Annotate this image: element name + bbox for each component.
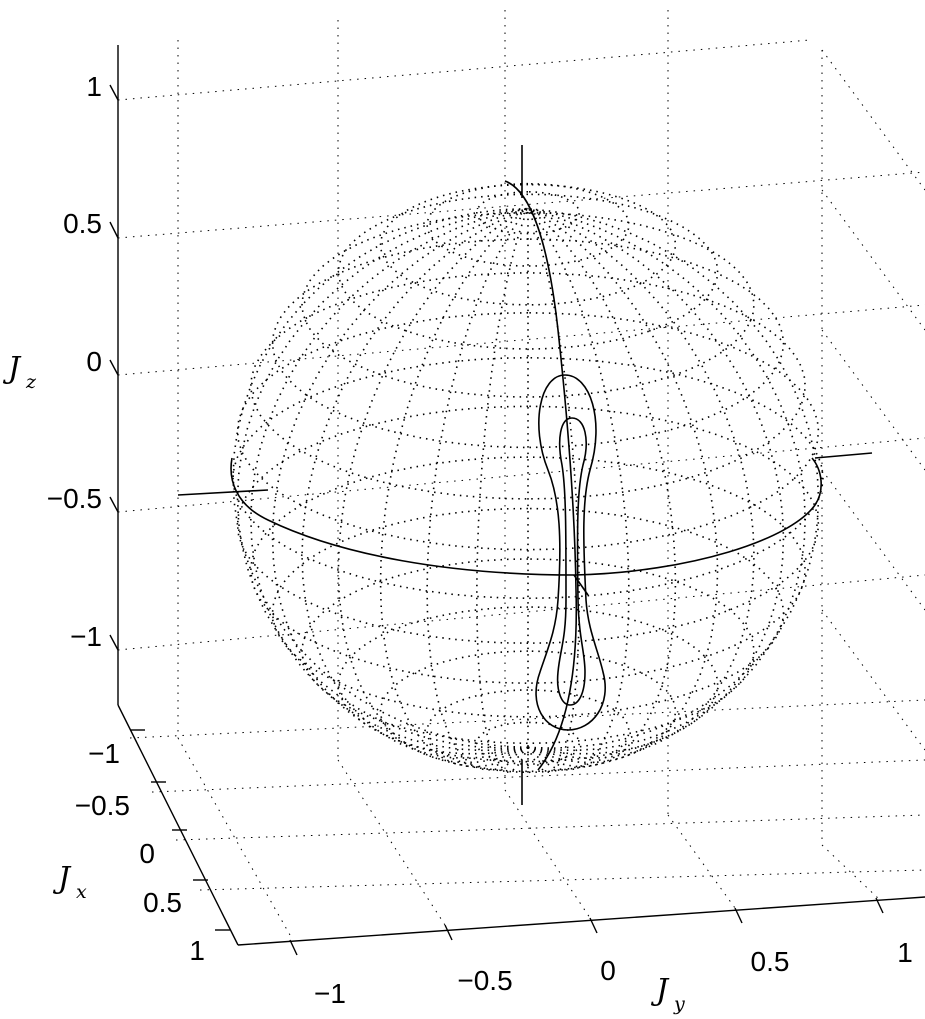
z-tick-label: 0.5 (63, 208, 102, 239)
sphere-latitude-line (475, 721, 581, 766)
sphere-latitude-line (426, 182, 630, 267)
x-tick-label: −1 (88, 738, 120, 769)
y-tick-label: −1 (314, 978, 346, 1009)
sphere-latitude-line (271, 507, 785, 718)
z-tick-label: 0 (86, 346, 102, 377)
svg-text:y: y (673, 993, 685, 1015)
svg-text:J: J (2, 351, 22, 386)
grid-lines (117, 10, 925, 936)
inner-trajectory (556, 417, 587, 706)
svg-text:x: x (76, 881, 87, 903)
y-tick-labels: −1 −0.5 0 0.5 1 (314, 937, 913, 1009)
sphere-meridian-line (236, 207, 529, 750)
svg-text:z: z (25, 371, 37, 393)
x-tick-label: 0.5 (143, 887, 182, 918)
y-tick-label: 0.5 (751, 946, 790, 977)
y-tick-label: −0.5 (457, 965, 512, 996)
z-tick-label: −0.5 (47, 483, 102, 514)
x-axis-label: J x (52, 861, 87, 903)
sphere-meridian-line (475, 208, 529, 774)
z-tick-labels: 1 0.5 0 −0.5 −1 (47, 71, 102, 652)
sphere-latitude-line (236, 312, 820, 551)
sphere-latitude-line (475, 191, 581, 235)
sphere-meridian-line (249, 207, 529, 752)
great-circles (230, 180, 822, 771)
sphere-meridian-line (527, 207, 677, 768)
sphere-latitude-line (271, 238, 785, 449)
svg-text:J: J (650, 973, 670, 1008)
sphere-meridian-line (337, 207, 529, 764)
sphere-meridian-line (301, 207, 529, 760)
sphere-meridian-line (527, 207, 807, 752)
sphere-mesh (232, 182, 824, 774)
x-tick-label: 1 (189, 935, 205, 966)
outer-trajectory (535, 374, 606, 731)
sphere-meridian-line (527, 207, 755, 760)
meridian-circle (504, 180, 578, 771)
sphere-latitude-line (426, 689, 630, 774)
reference-axes (177, 145, 873, 805)
axes (109, 45, 925, 956)
sphere-latitude-line (232, 356, 824, 600)
x-tick-label: 0 (139, 838, 155, 869)
sphere-meridian-line (232, 207, 529, 749)
equator-circle (230, 457, 822, 576)
z-axis-label: J z (2, 351, 37, 393)
sphere-latitude-line (337, 606, 719, 763)
x-axis-line (117, 704, 239, 946)
sphere-meridian-line (527, 207, 719, 764)
sphere-latitude-line (249, 272, 807, 500)
y-axis-label: J y (650, 973, 685, 1015)
sphere-meridian-line (527, 208, 630, 771)
sphere-latitude-line (236, 405, 820, 645)
x-tick-labels: −1 −0.5 0 0.5 1 (75, 738, 205, 966)
z-tick-label: 1 (86, 71, 102, 102)
x-tick-label: −0.5 (75, 790, 130, 821)
y-tick-label: 1 (897, 937, 913, 968)
sphere-meridian-line (379, 207, 529, 768)
sphere-meridian-line (426, 208, 529, 771)
trajectories (535, 374, 606, 731)
y-axis-line (237, 896, 925, 946)
svg-text:J: J (52, 861, 72, 896)
y-tick-label: 0 (600, 955, 616, 986)
z-tick-label: −1 (70, 621, 102, 652)
